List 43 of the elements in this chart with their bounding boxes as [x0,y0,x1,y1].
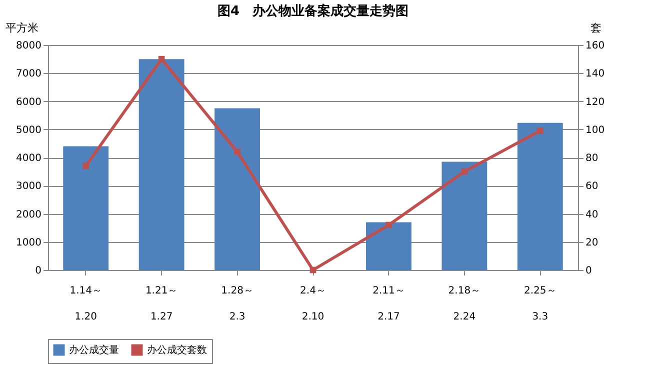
y-tick-label: 8000 [16,40,42,52]
bar [366,222,412,270]
point [158,56,165,62]
bar [214,108,260,270]
y-tick-label: 7000 [16,68,42,80]
y2-tick-label: 140 [586,68,605,80]
y2-tick-label: 20 [586,237,598,248]
category-label: 1.28～ 2.3 [221,286,254,322]
y-axis-title: 平方米 [6,22,38,34]
point [386,222,392,228]
y-tick-label: 4000 [16,153,42,164]
y2-tick-label: 120 [586,96,605,108]
category-label: 1.21～ 1.27 [145,286,178,322]
point [536,128,544,134]
category-label: 1.14～ 1.20 [70,286,102,322]
y-tick-label: 0 [35,266,42,276]
y2-tick-label: 80 [586,153,598,164]
category-label: 2.25～ 3.3 [524,286,556,322]
legend-label: 办公成交套数 [147,344,207,356]
y2-tick-label: 160 [586,40,605,52]
point [461,168,468,175]
chart-title: 图4 办公物业备案成交量走势图 [217,3,409,19]
bar [442,162,488,270]
y2-tick-label: 100 [586,124,605,136]
category-label: 2.4～ 2.10 [300,286,326,322]
point [310,266,316,274]
legend-label: 办公成交量 [69,344,119,356]
bar [138,59,184,270]
y-tick-label: 5000 [16,124,42,136]
point [234,148,240,156]
y-tick-label: 2000 [16,209,42,220]
point [82,162,90,170]
y2-axis-title: 套 [590,22,602,34]
category-label: 2.18～ 2.24 [448,286,481,322]
y2-tick-label: 60 [586,181,598,192]
y-tick-label: 1000 [16,237,42,248]
category-label: 2.11～ 2.17 [372,286,405,322]
y-tick-label: 6000 [16,96,42,108]
bar [517,122,563,270]
bar [63,146,109,270]
y2-tick-label: 0 [586,266,592,276]
y2-tick-label: 40 [586,209,598,220]
y-tick-label: 3000 [16,181,42,192]
